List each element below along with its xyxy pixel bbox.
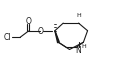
Polygon shape <box>55 31 59 43</box>
Text: Cl: Cl <box>3 33 11 42</box>
Text: H: H <box>76 13 81 18</box>
Text: H: H <box>81 44 86 49</box>
Text: N: N <box>76 46 81 55</box>
Text: O: O <box>38 27 44 36</box>
Text: O: O <box>25 17 31 26</box>
